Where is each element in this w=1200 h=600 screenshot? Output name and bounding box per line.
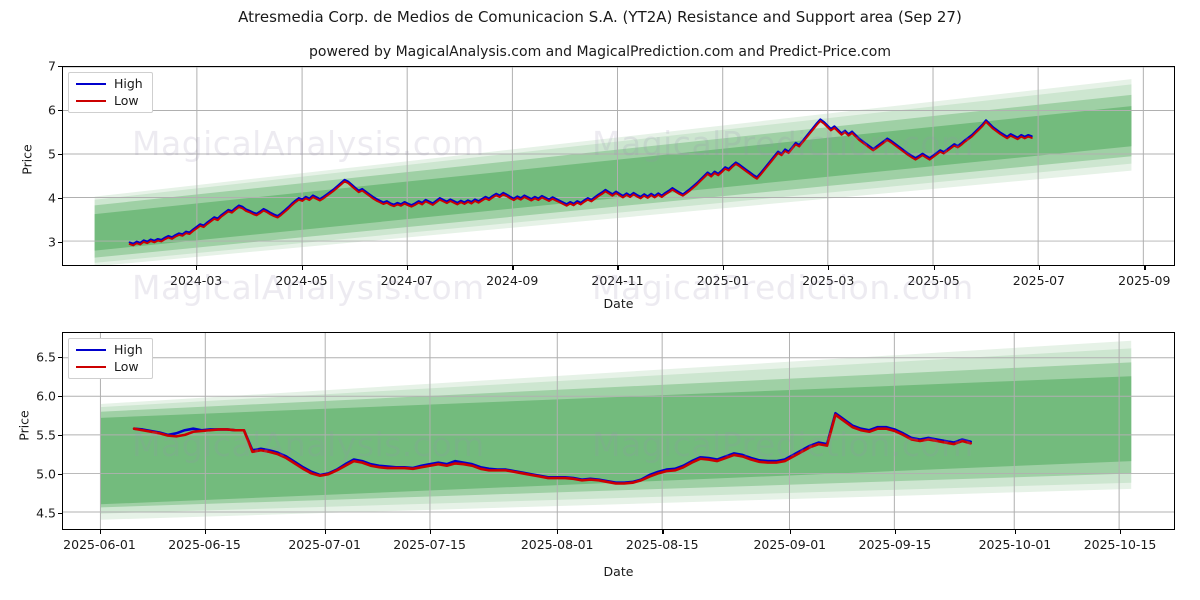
- price-line-low: [128, 120, 1033, 247]
- legend-label-low: Low: [114, 92, 139, 108]
- x-axis-tick-mark: [512, 266, 514, 270]
- y-axis-tick-mark: [58, 241, 62, 244]
- x-axis-tick-label: 2025-07: [1012, 273, 1065, 288]
- legend-entry-high: High: [76, 76, 143, 91]
- x-axis-tick-label: 2025-10-01: [978, 537, 1052, 552]
- chart-panel-bottom: [62, 332, 1175, 530]
- y-axis-tick-mark: [58, 395, 62, 398]
- plot-canvas-top: [63, 67, 1174, 265]
- x-axis-tick-label: 2025-05: [907, 273, 960, 288]
- x-axis-tick-mark: [789, 530, 792, 534]
- x-axis-tick-mark: [1144, 266, 1146, 270]
- x-axis-tick-label: 2025-06-01: [63, 537, 136, 552]
- price-line-low: [132, 413, 972, 485]
- x-axis-label-bottom: Date: [603, 564, 634, 579]
- x-axis-tick-label: 2025-09-15: [858, 537, 932, 552]
- x-axis-tick-label: 2025-03: [802, 273, 855, 288]
- legend-entry-low: Low: [76, 92, 143, 108]
- x-axis-tick-mark: [196, 266, 198, 270]
- x-axis-tick-mark: [301, 266, 303, 270]
- legend-entry-high: High: [76, 342, 143, 357]
- support-resistance-band-core: [94, 106, 1132, 251]
- y-axis-tick-label: 4: [48, 190, 56, 206]
- x-axis-tick-mark: [1038, 266, 1041, 270]
- y-axis-tick-mark: [58, 153, 62, 156]
- x-axis-tick-label: 2024-09: [486, 273, 539, 288]
- x-axis-tick-label: 2025-08-15: [625, 537, 699, 552]
- y-axis-tick-label: 4.5: [36, 505, 56, 521]
- x-axis-tick-mark: [204, 530, 206, 534]
- legend-swatch-low: [76, 365, 106, 368]
- x-axis-tick-label: 2024-05: [275, 273, 328, 288]
- y-axis-tick-mark: [58, 66, 62, 68]
- x-axis-tick-mark: [429, 530, 431, 534]
- x-axis-label-top: Date: [603, 296, 634, 311]
- x-axis-tick-mark: [324, 530, 326, 534]
- y-axis-tick-mark: [58, 356, 62, 359]
- legend-swatch-low: [76, 99, 106, 102]
- x-axis-tick-label: 2025-09: [1118, 273, 1171, 288]
- x-axis-tick-mark: [406, 266, 409, 270]
- y-axis-tick-label: 5.5: [36, 427, 56, 443]
- x-axis-tick-label: 2024-11: [591, 273, 644, 288]
- support-resistance-band-core: [100, 376, 1132, 505]
- x-axis-tick-mark: [617, 266, 619, 270]
- y-axis-tick-mark: [58, 512, 62, 515]
- y-axis-tick-label: 6.0: [36, 388, 56, 404]
- x-axis-tick-mark: [1014, 530, 1017, 534]
- y-axis-tick-label: 5.0: [36, 466, 56, 482]
- y-axis-tick-label: 3: [48, 234, 56, 250]
- x-axis-tick-label: 2025-07-15: [393, 537, 466, 552]
- y-axis-tick-label: 6: [48, 102, 56, 118]
- y-axis-tick-mark: [58, 434, 62, 437]
- plot-canvas-bottom: [63, 333, 1174, 529]
- legend-label-high: High: [114, 342, 143, 357]
- y-axis-label-bottom: Price: [16, 410, 32, 441]
- x-axis-tick-label: 2025-06-15: [168, 537, 241, 552]
- y-axis-tick-mark: [58, 109, 62, 112]
- x-axis-tick-label: 2024-07: [380, 273, 433, 288]
- legend-top: High Low: [68, 72, 153, 113]
- x-axis-tick-mark: [99, 530, 101, 534]
- x-axis-tick-mark: [662, 530, 664, 534]
- y-axis-tick-label: 7: [48, 58, 56, 74]
- legend-label-low: Low: [114, 358, 139, 374]
- legend-bottom: High Low: [68, 338, 153, 379]
- x-axis-tick-label: 2025-01: [696, 273, 750, 288]
- x-axis-tick-mark: [828, 266, 830, 270]
- page-title: Atresmedia Corp. de Medios de Comunicaci…: [238, 8, 962, 26]
- x-axis-tick-mark: [894, 530, 897, 534]
- legend-entry-low: Low: [76, 358, 143, 374]
- x-axis-tick-mark: [722, 266, 725, 270]
- y-axis-tick-mark: [58, 197, 62, 200]
- y-axis-tick-label: 5: [48, 146, 56, 162]
- chart-panel-top: [62, 66, 1175, 266]
- x-axis-tick-label: 2025-08-01: [520, 537, 594, 552]
- x-axis-tick-mark: [557, 530, 559, 534]
- legend-swatch-high: [76, 349, 106, 352]
- price-line-high: [128, 118, 1033, 245]
- y-axis-tick-mark: [58, 473, 62, 476]
- legend-swatch-high: [76, 83, 106, 86]
- x-axis-tick-label: 2024-03: [169, 273, 223, 288]
- x-axis-tick-mark: [1120, 530, 1122, 534]
- legend-label-high: High: [114, 76, 143, 91]
- x-axis-tick-label: 2025-09-01: [753, 537, 827, 552]
- x-axis-tick-mark: [933, 266, 935, 270]
- x-axis-tick-label: 2025-10-15: [1083, 537, 1157, 552]
- page-subtitle: powered by MagicalAnalysis.com and Magic…: [309, 44, 891, 60]
- x-axis-tick-label: 2025-07-01: [288, 537, 361, 552]
- y-axis-tick-label: 6.5: [36, 349, 56, 365]
